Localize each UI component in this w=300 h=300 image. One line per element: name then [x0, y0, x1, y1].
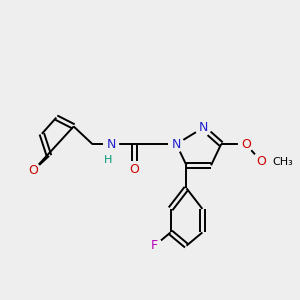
Text: F: F	[151, 239, 158, 252]
Text: N: N	[172, 138, 181, 151]
Text: O: O	[28, 164, 38, 177]
Text: O: O	[130, 163, 139, 176]
Circle shape	[169, 137, 184, 152]
Circle shape	[104, 137, 118, 152]
Text: N: N	[198, 122, 208, 134]
Text: N: N	[106, 138, 116, 151]
Circle shape	[147, 238, 162, 253]
Circle shape	[238, 137, 253, 152]
Text: O: O	[241, 138, 251, 151]
Circle shape	[252, 152, 271, 171]
Circle shape	[196, 121, 210, 135]
Text: O: O	[257, 155, 267, 168]
Circle shape	[26, 163, 40, 178]
Text: H: H	[103, 155, 112, 165]
Circle shape	[127, 162, 142, 176]
Text: CH₃: CH₃	[273, 157, 293, 167]
